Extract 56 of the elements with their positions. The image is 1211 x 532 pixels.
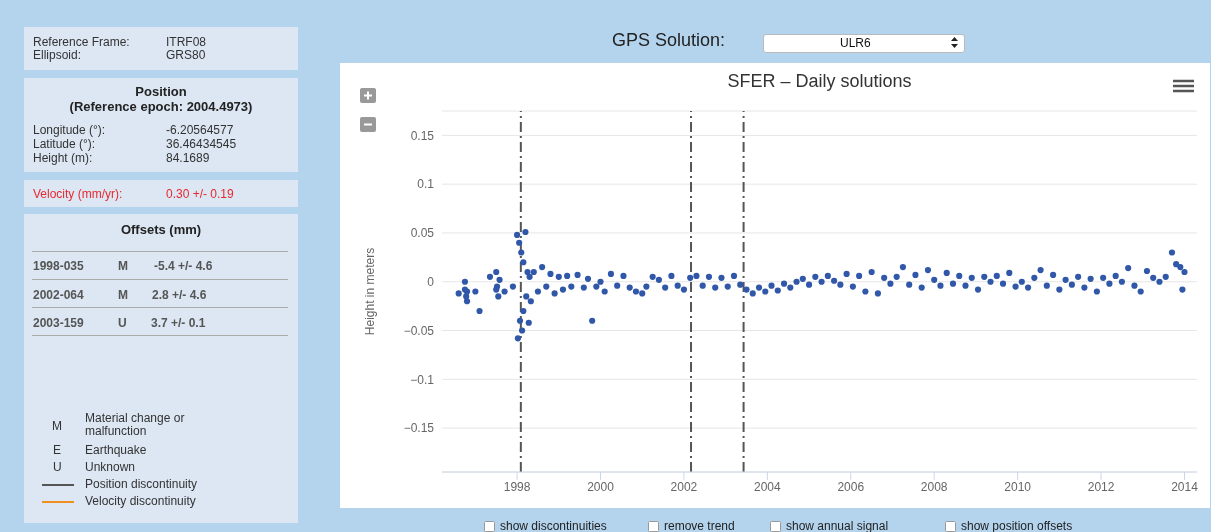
text: GPS Solution: xyxy=(612,30,726,50)
text: 36.46434545 xyxy=(166,137,237,151)
text: Height (m): xyxy=(33,151,93,165)
text: 0.30 +/- 0.19 xyxy=(166,187,234,201)
x-tick-label: 2008 xyxy=(920,479,948,494)
text: Offsets (mm) xyxy=(120,222,202,237)
text: Latitude (°): xyxy=(33,137,96,151)
text: show discontinuities xyxy=(500,519,607,532)
x-tick-label: 2014 xyxy=(1171,479,1199,494)
x-tick-label: 2010 xyxy=(1004,479,1032,494)
y-tick-label: 0.05 xyxy=(410,226,435,241)
text: Position discontinuity xyxy=(85,477,198,491)
text: (Reference epoch: 2004.4973) xyxy=(69,99,253,114)
text: Material change or malfunction xyxy=(85,411,185,438)
text: 2.8 +/- 4.6 xyxy=(152,288,207,302)
text: U xyxy=(53,460,62,474)
text: U xyxy=(118,316,127,330)
text: 2003-159 xyxy=(33,316,84,330)
y-tick-label: 0.15 xyxy=(410,128,435,143)
text: 3.7 +/- 0.1 xyxy=(151,316,206,330)
text: ULR6 xyxy=(840,36,871,50)
y-axis-title: Height in meters xyxy=(363,247,378,336)
text: GRS80 xyxy=(166,48,206,62)
text: E xyxy=(53,443,62,457)
x-tick-label: 2006 xyxy=(837,479,865,494)
y-tick-label: 0.1 xyxy=(417,177,435,192)
chart-title: SFER – Daily solutions xyxy=(727,71,912,91)
x-tick-label: 2000 xyxy=(587,479,615,494)
text: remove trend xyxy=(664,519,735,532)
text: ITRF08 xyxy=(166,35,207,49)
text: Longitude (°): xyxy=(33,123,106,137)
text: show position offsets xyxy=(961,519,1073,532)
x-tick-label: 2004 xyxy=(754,479,782,494)
text: M xyxy=(118,288,128,302)
text: 84.1689 xyxy=(166,151,210,165)
text: Reference Frame: xyxy=(33,35,130,49)
y-tick-label: −0.15 xyxy=(403,421,435,436)
text: Ellipsoid: xyxy=(33,48,82,62)
text: -6.20564577 xyxy=(166,123,234,137)
text: Velocity (mm/yr): xyxy=(33,187,123,201)
y-tick-label: −0.1 xyxy=(410,372,435,387)
text: M xyxy=(118,259,128,273)
text: 2002-064 xyxy=(33,288,84,302)
text: -5.4 +/- 4.6 xyxy=(154,259,213,273)
y-tick-label: −0.05 xyxy=(403,323,435,338)
text: Earthquake xyxy=(85,443,147,457)
text: Velocity discontinuity xyxy=(85,494,196,508)
text: show annual signal xyxy=(786,519,889,532)
text: M xyxy=(52,419,62,433)
x-tick-label: 1998 xyxy=(503,479,531,494)
x-tick-label: 2012 xyxy=(1087,479,1115,494)
x-tick-label: 2002 xyxy=(670,479,698,494)
text: 1998-035 xyxy=(33,259,84,273)
y-tick-label: 0 xyxy=(427,275,435,289)
text: Position xyxy=(135,84,187,99)
text: Unknown xyxy=(85,460,136,474)
